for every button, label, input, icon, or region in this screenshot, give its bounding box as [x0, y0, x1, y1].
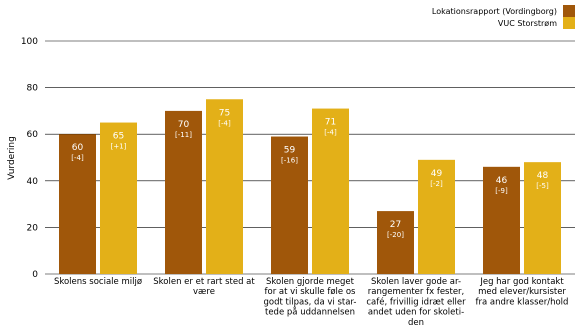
bar-value-label: 27 — [390, 220, 401, 230]
bar-value-label: 59 — [284, 146, 296, 156]
legend-swatch — [563, 17, 575, 29]
bar-diff-label: [+1] — [111, 143, 127, 151]
bar — [312, 108, 349, 274]
bar-diff-label: [-11] — [175, 131, 192, 139]
bars: 60[-4]70[-11]59[-16]27[-20]46[-9]65[+1]7… — [59, 99, 561, 275]
y-tick-label: 20 — [27, 223, 39, 233]
y-tick-label: 0 — [32, 270, 38, 280]
bar — [206, 99, 243, 274]
legend-label: Lokationsrapport (Vordingborg) — [432, 7, 557, 16]
bar-value-label: 70 — [178, 120, 190, 130]
bar-diff-label: [-4] — [324, 129, 337, 137]
bar-diff-label: [-4] — [71, 154, 84, 162]
bar-diff-label: [-20] — [387, 231, 404, 239]
bar — [524, 162, 561, 274]
x-axis-labels: Skolens sociale miljø Skolen er et rart s… — [54, 277, 568, 328]
y-axis-ticks: 0 20 40 60 80 100 — [21, 37, 38, 280]
legend-swatch — [563, 5, 575, 17]
bar-diff-label: [-4] — [218, 119, 231, 127]
bar-value-label: 48 — [537, 171, 549, 181]
bar — [165, 110, 202, 275]
bar — [100, 122, 137, 274]
bar-value-label: 46 — [496, 176, 508, 186]
y-tick-label: 100 — [21, 37, 38, 47]
bar-diff-label: [-16] — [281, 157, 298, 165]
bar-value-label: 60 — [72, 143, 84, 153]
y-tick-label: 60 — [27, 130, 39, 140]
bar — [483, 166, 520, 274]
x-tick-label: Skolens sociale miljø — [54, 277, 142, 287]
x-tick-label: Skolen gjorde meget for at vi skulle føle… — [264, 277, 357, 318]
legend: Lokationsrapport (Vordingborg) VUC Storst… — [432, 5, 575, 29]
legend-label: VUC Storstrøm — [498, 19, 557, 28]
y-axis-label: Vurdering — [7, 136, 17, 180]
y-tick-label: 40 — [27, 177, 39, 187]
bar-value-label: 75 — [219, 108, 230, 118]
x-tick-label: Jeg har god kontakt med elever/kursister f… — [476, 277, 569, 307]
x-tick-label: Skolen laver gode ar-rangementer fx fest… — [366, 277, 466, 328]
bar-diff-label: [-9] — [495, 187, 508, 195]
bar — [271, 136, 308, 274]
bar — [418, 159, 455, 274]
x-tick-label: Skolen er et rart sted at være — [153, 277, 255, 297]
bar — [59, 134, 96, 274]
bar-diff-label: [-2] — [430, 180, 443, 188]
bar-diff-label: [-5] — [536, 182, 549, 190]
bar-value-label: 49 — [431, 169, 443, 179]
bar — [377, 211, 414, 274]
bar-value-label: 71 — [325, 118, 336, 128]
y-tick-label: 80 — [27, 84, 39, 94]
bar-value-label: 65 — [113, 132, 124, 142]
